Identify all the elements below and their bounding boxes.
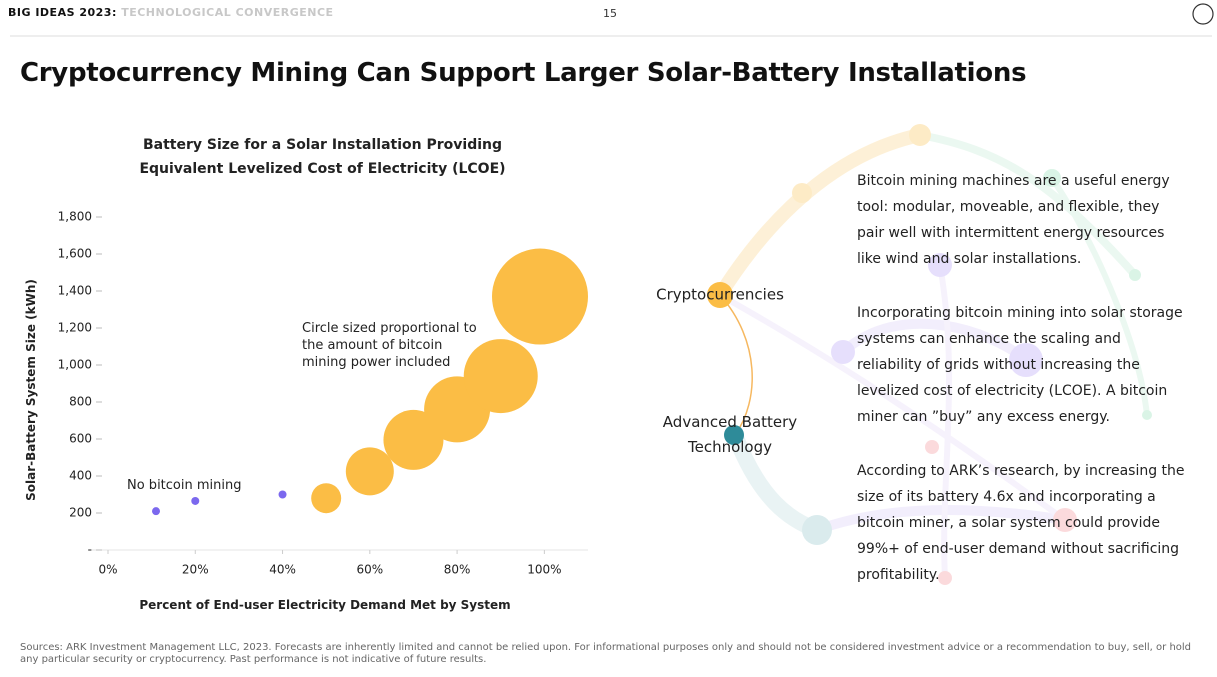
y-tick-label: 1,800: [58, 210, 92, 224]
x-tick-label: 60%: [356, 563, 383, 577]
logo: [1192, 3, 1214, 25]
y-tick-label: 1,600: [58, 247, 92, 261]
chart-title: Battery Size for a Solar Installation Pr…: [139, 137, 506, 177]
network-node: [724, 425, 744, 445]
paragraph: Bitcoin mining machines are a useful ene…: [857, 173, 1170, 267]
bubble: [278, 490, 287, 499]
header-series: BIG IDEAS 2023:: [8, 6, 117, 19]
network-link: [719, 294, 753, 436]
slide-title: Cryptocurrency Mining Can Support Larger…: [20, 58, 1027, 88]
y-tick-label: 1,400: [58, 284, 92, 298]
bubble: [311, 483, 342, 514]
x-axis-label: Percent of End-user Electricity Demand M…: [139, 598, 511, 612]
y-axis-label: Solar-Battery System Size (kWh): [24, 279, 38, 501]
header: BIG IDEAS 2023: TECHNOLOGICAL CONVERGENC…: [8, 6, 334, 19]
footer: Sources: ARK Investment Management LLC, …: [20, 642, 1192, 665]
y-tick-label: 400: [69, 469, 92, 483]
node-label: Cryptocurrencies: [656, 286, 784, 304]
paragraph: According to ARK’s research, by increasi…: [857, 463, 1185, 583]
y-tick-label: -: [88, 543, 92, 557]
annotation: Circle sized proportional to the amount …: [302, 321, 477, 370]
network-decoration: [714, 124, 1152, 585]
annotation: No bitcoin mining: [127, 478, 242, 493]
x-tick-label: 80%: [444, 563, 471, 577]
y-tick-label: 600: [69, 432, 92, 446]
bubble: [492, 248, 588, 345]
bubble: [463, 339, 538, 414]
paragraph: Incorporating bitcoin mining into solar …: [857, 305, 1183, 425]
network-node: [707, 282, 733, 308]
bubble: [345, 447, 394, 496]
bubble: [191, 496, 200, 505]
x-tick-label: 100%: [527, 563, 561, 577]
bubble: [152, 507, 160, 516]
x-tick-label: 20%: [182, 563, 209, 577]
page-number: 15: [603, 7, 617, 20]
node-label: Advanced Battery Technology: [662, 413, 798, 456]
y-tick-label: 800: [69, 395, 92, 409]
x-tick-label: 0%: [98, 563, 117, 577]
y-tick-label: 1,000: [58, 358, 92, 372]
x-tick-label: 40%: [269, 563, 296, 577]
header-theme: TECHNOLOGICAL CONVERGENCE: [121, 6, 334, 19]
y-tick-label: 1,200: [58, 321, 92, 335]
y-tick-label: 200: [69, 506, 92, 520]
